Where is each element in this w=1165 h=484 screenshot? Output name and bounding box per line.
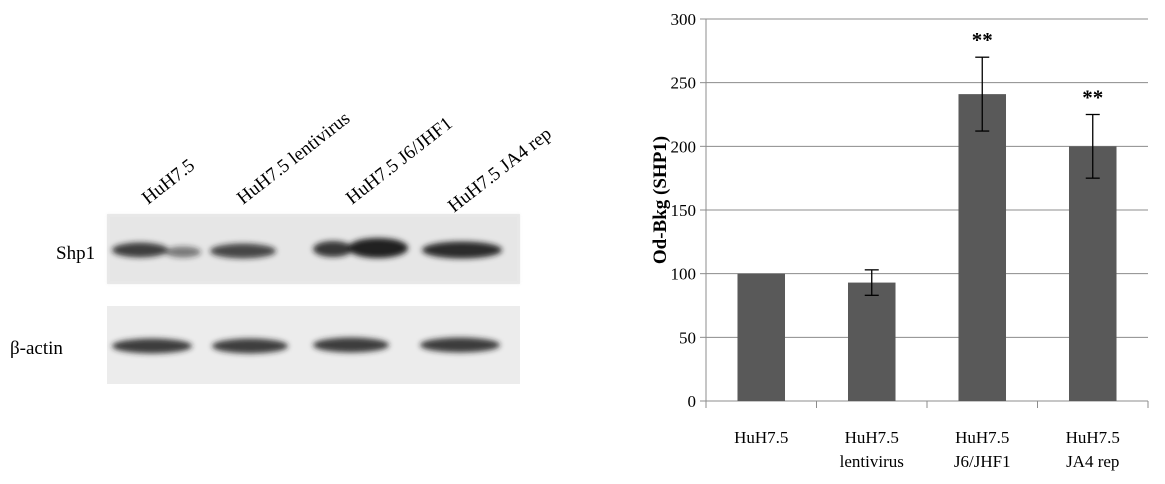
shp1-blot-strip <box>107 214 520 284</box>
error-bar <box>864 269 879 296</box>
actin-band-1 <box>112 338 192 354</box>
shp1-band-3a <box>313 241 353 257</box>
x-tick-labels: HuH7.5 HuH7.5 lentivirus HuH7.5 J6/JHF1 HuH7.… <box>734 428 1120 471</box>
significance-marker: ** <box>1082 86 1103 110</box>
western-blot-panel: HuH7.5 HuH7.5 lentivirus HuH7.5 J6/JHF1 … <box>0 0 560 479</box>
western-blot-image: HuH7.5 HuH7.5 lentivirus HuH7.5 J6/JHF1 … <box>10 108 556 384</box>
bar <box>1068 146 1117 401</box>
shp1-band-1a <box>112 242 168 258</box>
actin-band-3 <box>313 337 389 353</box>
bar <box>847 282 896 401</box>
error-bar <box>1085 113 1100 179</box>
y-tick-label: 250 <box>671 74 697 93</box>
y-tick-label: 200 <box>671 137 697 156</box>
y-tick-label: 300 <box>671 10 697 29</box>
error-bars <box>864 56 1100 296</box>
x-tick-label: HuH7.5 <box>955 428 1009 447</box>
bar <box>958 94 1007 402</box>
x-tick-label: J6/JHF1 <box>954 452 1011 471</box>
row-label-shp1: Shp1 <box>56 243 95 264</box>
x-tick-label: HuH7.5 <box>734 428 788 447</box>
significance-marker: ** <box>972 28 993 52</box>
error-bar <box>975 56 990 132</box>
significance-annotations: ** ** <box>972 28 1104 109</box>
shp1-band-2 <box>210 243 276 259</box>
bar-chart: 0 50 100 150 200 250 300 ** ** HuH7.5 HuH7.5 lent… <box>650 10 1149 471</box>
shp1-band-4 <box>422 241 502 259</box>
bar-chart-panel: 0 50 100 150 200 250 300 ** ** HuH7.5 HuH7.5 lent… <box>560 0 1165 479</box>
lane-label-2: HuH7.5 lentivirus <box>233 108 354 209</box>
x-tick-label: HuH7.5 <box>1066 428 1120 447</box>
y-tick-label: 50 <box>679 328 696 347</box>
x-tick-label: JA4 rep <box>1066 452 1119 471</box>
lane-label-3: HuH7.5 J6/JHF1 <box>342 113 456 209</box>
lane-labels: HuH7.5 HuH7.5 lentivirus HuH7.5 J6/JHF1 … <box>138 108 555 217</box>
shp1-band-3b <box>348 238 408 258</box>
actin-blot-strip <box>107 306 520 384</box>
bar <box>737 273 786 401</box>
x-tick-label: HuH7.5 <box>845 428 899 447</box>
y-tick-label: 100 <box>671 265 697 284</box>
actin-band-4 <box>420 337 500 353</box>
lane-label-4: HuH7.5 JA4 rep <box>444 123 555 217</box>
y-tick-label: 150 <box>671 201 697 220</box>
y-axis-label: Od-Bkg (SHP1) <box>650 136 671 264</box>
shp1-band-1b <box>165 246 201 258</box>
row-label-actin: β-actin <box>10 338 63 359</box>
y-tick-label: 0 <box>688 392 697 411</box>
x-tick-label: lentivirus <box>840 452 904 471</box>
y-tick-labels: 0 50 100 150 200 250 300 <box>671 10 697 411</box>
bars <box>737 94 1117 402</box>
lane-label-1: HuH7.5 <box>138 155 199 209</box>
actin-band-2 <box>212 338 288 354</box>
